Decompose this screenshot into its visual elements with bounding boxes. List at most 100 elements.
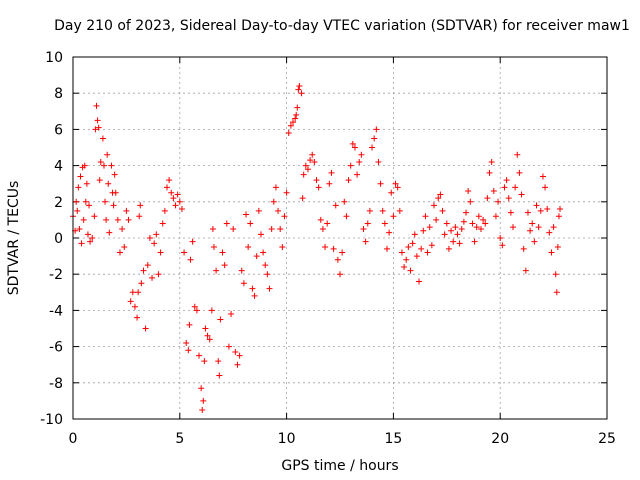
- data-point: [134, 314, 141, 321]
- data-point: [324, 220, 331, 227]
- data-point: [255, 207, 262, 214]
- data-point: [349, 140, 356, 147]
- data-point: [243, 211, 250, 218]
- y-tick-label: 8: [54, 86, 63, 102]
- data-point: [114, 216, 121, 223]
- data-point: [351, 144, 358, 151]
- data-point: [460, 218, 467, 225]
- x-tick-label: 0: [69, 431, 78, 447]
- data-point: [228, 311, 235, 318]
- data-point: [407, 267, 414, 274]
- data-point: [437, 191, 444, 198]
- data-point: [552, 271, 559, 278]
- chart-title: Day 210 of 2023, Sidereal Day-to-day VTE…: [54, 18, 630, 34]
- data-point: [322, 244, 329, 251]
- y-tick-label: -8: [49, 376, 63, 392]
- data-point: [251, 292, 258, 299]
- data-point: [443, 220, 450, 227]
- data-point: [159, 220, 166, 227]
- data-point: [499, 242, 506, 249]
- data-point: [268, 225, 275, 232]
- data-point: [247, 220, 254, 227]
- data-point: [409, 240, 416, 247]
- data-point: [153, 231, 160, 238]
- data-point: [512, 184, 519, 191]
- data-point: [191, 303, 198, 310]
- data-point: [129, 289, 136, 296]
- data-point: [332, 202, 339, 209]
- data-point: [373, 126, 380, 133]
- data-point: [341, 198, 348, 205]
- data-point: [293, 111, 300, 118]
- data-point: [283, 189, 290, 196]
- data-point: [84, 231, 91, 238]
- data-point: [467, 198, 474, 205]
- data-point: [454, 231, 461, 238]
- data-point: [110, 202, 117, 209]
- data-point: [219, 249, 226, 256]
- data-point: [151, 240, 158, 247]
- data-point: [430, 202, 437, 209]
- data-point: [445, 245, 452, 252]
- data-point: [510, 224, 517, 231]
- data-point: [292, 115, 299, 122]
- data-point: [383, 245, 390, 252]
- data-point: [557, 206, 564, 213]
- y-tick-label: -4: [49, 303, 63, 319]
- data-point: [232, 349, 239, 356]
- data-point: [360, 225, 367, 232]
- data-point: [426, 224, 433, 231]
- plot-frame: [72, 56, 608, 420]
- data-point: [554, 244, 561, 251]
- data-point: [388, 189, 395, 196]
- data-point: [99, 135, 106, 142]
- data-point: [555, 213, 562, 220]
- data-point: [199, 406, 206, 413]
- data-point: [112, 189, 119, 196]
- data-point: [176, 198, 183, 205]
- data-point: [392, 180, 399, 187]
- y-tick-label: 6: [54, 122, 63, 138]
- y-tick-label: 10: [45, 50, 63, 66]
- data-point: [394, 184, 401, 191]
- data-point: [73, 198, 80, 205]
- data-points: [70, 82, 564, 413]
- data-point: [138, 280, 145, 287]
- data-point: [396, 207, 403, 214]
- data-point: [514, 151, 521, 158]
- data-point: [161, 207, 168, 214]
- data-point: [104, 151, 111, 158]
- data-point: [75, 184, 82, 191]
- data-point: [170, 195, 177, 202]
- data-point: [371, 135, 378, 142]
- data-point: [81, 162, 88, 169]
- data-point: [366, 207, 373, 214]
- data-point: [527, 227, 534, 234]
- data-point: [452, 224, 459, 231]
- data-point: [281, 213, 288, 220]
- data-point: [174, 191, 181, 198]
- data-point: [142, 325, 149, 332]
- data-point: [339, 249, 346, 256]
- data-point: [183, 339, 190, 346]
- data-point: [163, 184, 170, 191]
- data-point: [202, 325, 209, 332]
- data-point: [311, 158, 318, 165]
- data-point: [217, 316, 224, 323]
- data-point: [304, 166, 311, 173]
- data-point: [216, 372, 223, 379]
- data-point: [253, 253, 260, 260]
- data-point: [272, 184, 279, 191]
- data-point: [544, 206, 551, 213]
- data-point: [245, 244, 252, 251]
- data-point: [287, 122, 294, 129]
- data-point: [488, 158, 495, 165]
- data-point: [82, 198, 89, 205]
- data-point: [97, 158, 104, 165]
- data-point: [535, 224, 542, 231]
- data-point: [550, 224, 557, 231]
- data-point: [236, 352, 243, 359]
- data-point: [484, 195, 491, 202]
- x-tick-label: 10: [278, 431, 296, 447]
- data-point: [168, 189, 175, 196]
